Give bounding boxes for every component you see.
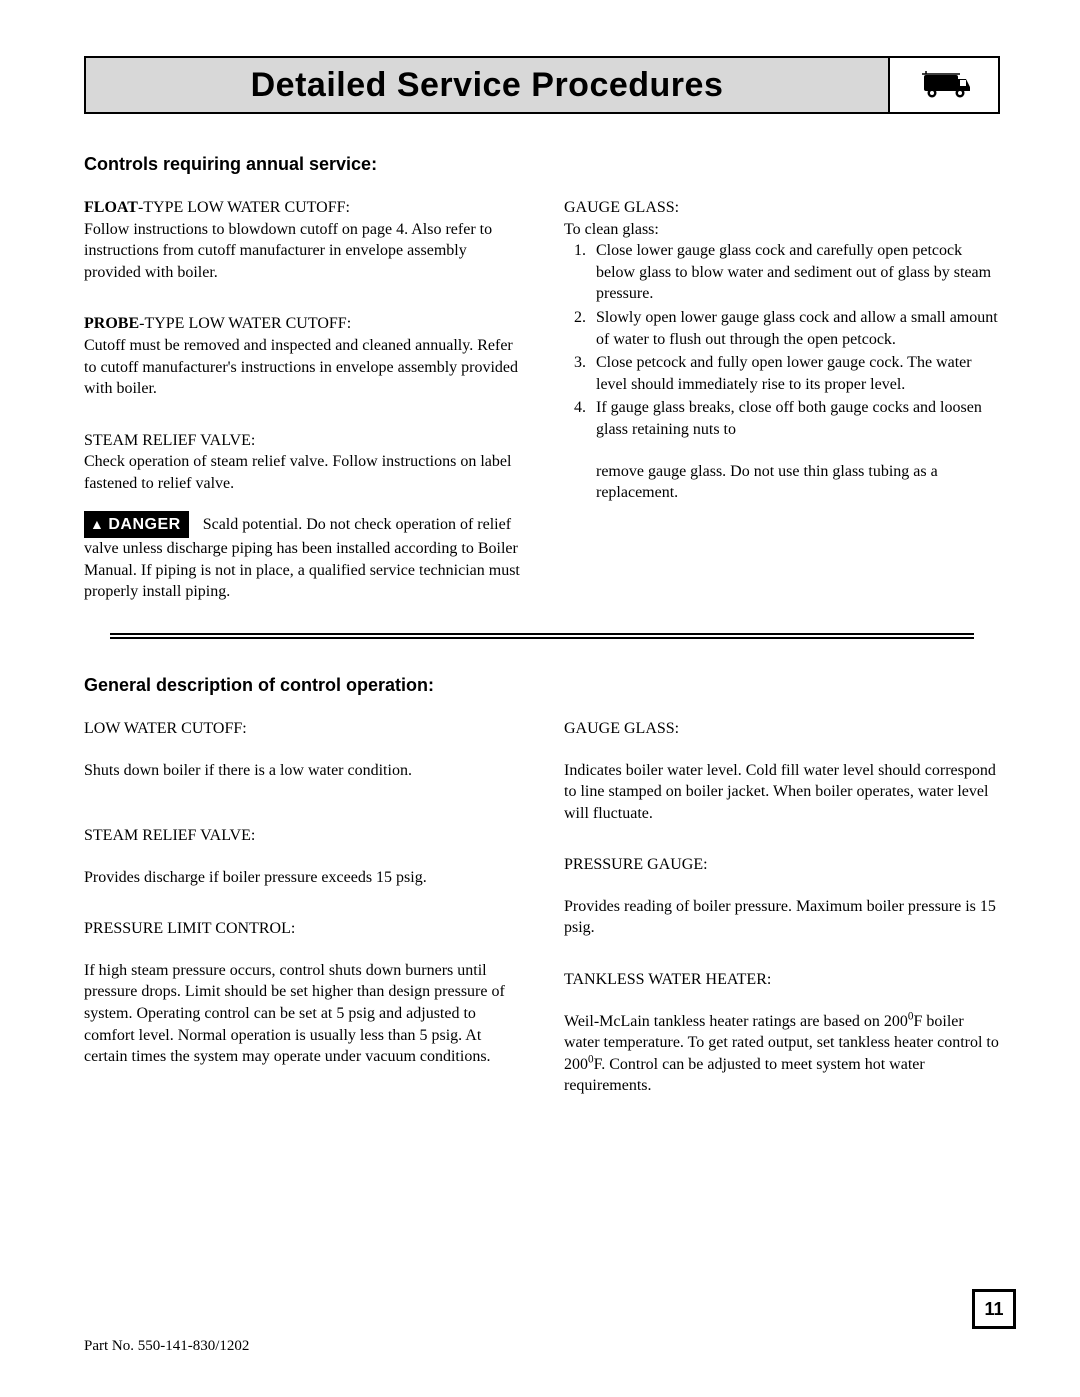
divider	[84, 633, 1000, 639]
srv-body: Provides discharge if boiler pressure ex…	[84, 867, 520, 889]
twh-body: Weil-McLain tankless heater ratings are …	[564, 1011, 1000, 1097]
plc-heading: PRESSURE LIMIT CONTROL:	[84, 918, 520, 940]
danger-label: DANGER	[108, 516, 180, 533]
part-number: Part No. 550-141-830/1202	[84, 1338, 249, 1355]
steam-relief-body: Check operation of steam relief valve. F…	[84, 451, 520, 494]
section2-right-col: GAUGE GLASS: Indicates boiler water leve…	[564, 718, 1000, 1097]
probe-bold: PROBE	[84, 315, 139, 332]
danger-block: ▲DANGERScald potential. Do not check ope…	[84, 511, 520, 603]
probe-body: Cutoff must be removed and inspected and…	[84, 335, 520, 400]
list-item: Close petcock and fully open lower gauge…	[590, 352, 1000, 395]
page-number: 11	[972, 1289, 1016, 1329]
steam-relief-heading: STEAM RELIEF VALVE:	[84, 430, 520, 452]
pg-heading: PRESSURE GAUGE:	[564, 854, 1000, 876]
float-cutoff-heading: FLOAT-TYPE LOW WATER CUTOFF:	[84, 197, 520, 219]
gauge-glass-heading: GAUGE GLASS:	[564, 197, 1000, 219]
gauge-glass-list: Close lower gauge glass cock and careful…	[564, 240, 1000, 440]
section1-columns: FLOAT-TYPE LOW WATER CUTOFF: Follow inst…	[84, 197, 1000, 603]
float-bold: FLOAT	[84, 199, 138, 216]
section2-left-col: LOW WATER CUTOFF: Shuts down boiler if t…	[84, 718, 520, 1097]
float-body: Follow instructions to blowdown cutoff o…	[84, 219, 520, 284]
section-heading-control-operation: General description of control operation…	[84, 675, 1000, 696]
twh-pre: Weil-McLain tankless heater ratings are …	[564, 1013, 908, 1030]
section1-left-col: FLOAT-TYPE LOW WATER CUTOFF: Follow inst…	[84, 197, 520, 603]
lwc-body: Shuts down boiler if there is a low wate…	[84, 760, 520, 782]
lwc-heading: LOW WATER CUTOFF:	[84, 718, 520, 740]
probe-cutoff-block: PROBE-TYPE LOW WATER CUTOFF: Cutoff must…	[84, 313, 520, 399]
probe-rest: -TYPE LOW WATER CUTOFF:	[139, 315, 351, 332]
list-item: Close lower gauge glass cock and careful…	[590, 240, 1000, 305]
gauge-glass-intro: To clean glass:	[564, 219, 1000, 241]
list-item: If gauge glass breaks, close off both ga…	[590, 397, 1000, 440]
twh-post: F. Control can be adjusted to meet syste…	[564, 1056, 925, 1095]
twh-heading: TANKLESS WATER HEATER:	[564, 969, 1000, 991]
float-rest: -TYPE LOW WATER CUTOFF:	[138, 199, 350, 216]
srv-heading: STEAM RELIEF VALVE:	[84, 825, 520, 847]
section2-columns: LOW WATER CUTOFF: Shuts down boiler if t…	[84, 718, 1000, 1097]
section-heading-annual-service: Controls requiring annual service:	[84, 154, 1000, 175]
page: Detailed Service Procedures Controls req…	[0, 0, 1080, 1397]
list-item: Slowly open lower gauge glass cock and a…	[590, 307, 1000, 350]
plc-body: If high steam pressure occurs, control s…	[84, 960, 520, 1068]
danger-badge: ▲DANGER	[84, 511, 189, 539]
title-bar: Detailed Service Procedures	[84, 56, 1000, 114]
gauge-glass-tail: remove gauge glass. Do not use thin glas…	[564, 461, 1000, 504]
page-title: Detailed Service Procedures	[86, 58, 888, 112]
gg-heading: GAUGE GLASS:	[564, 718, 1000, 740]
probe-cutoff-heading: PROBE-TYPE LOW WATER CUTOFF:	[84, 313, 520, 335]
gauge-glass-block: GAUGE GLASS: To clean glass: Close lower…	[564, 197, 1000, 504]
van-icon	[888, 58, 998, 112]
gg-body: Indicates boiler water level. Cold fill …	[564, 760, 1000, 825]
section1-right-col: GAUGE GLASS: To clean glass: Close lower…	[564, 197, 1000, 603]
float-cutoff-block: FLOAT-TYPE LOW WATER CUTOFF: Follow inst…	[84, 197, 520, 283]
steam-relief-block: STEAM RELIEF VALVE: Check operation of s…	[84, 430, 520, 495]
pg-body: Provides reading of boiler pressure. Max…	[564, 896, 1000, 939]
warning-icon: ▲	[90, 516, 104, 532]
